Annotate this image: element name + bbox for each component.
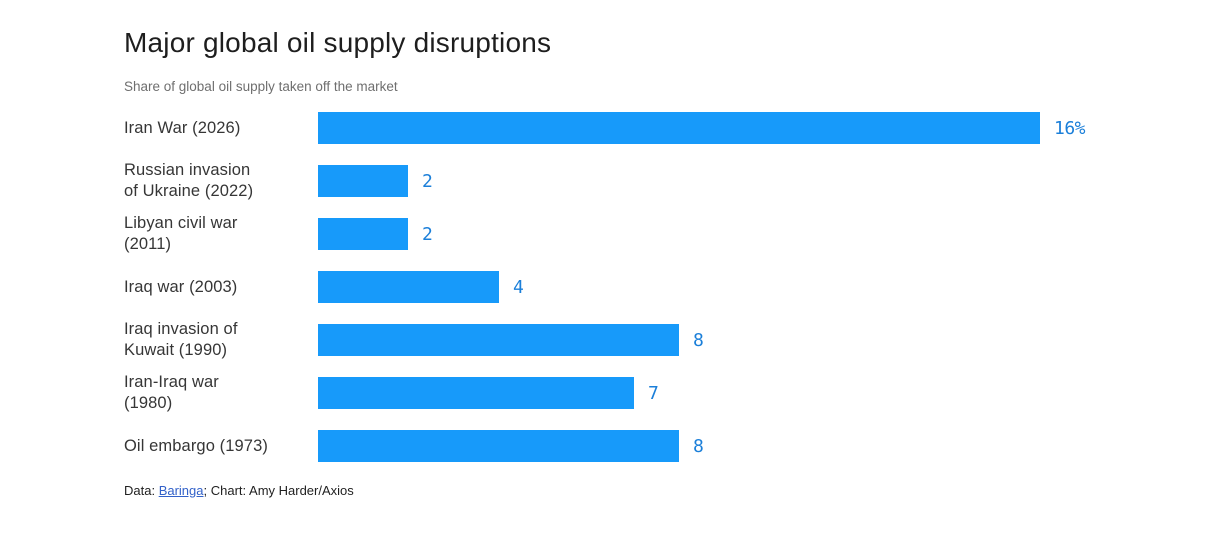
bar-row-label: Oil embargo (1973) — [124, 436, 268, 455]
bar-track: 4 — [318, 271, 524, 303]
source-link[interactable]: Baringa — [158, 483, 204, 498]
bar-row-label: Iran-Iraq war (1980) — [124, 373, 219, 412]
bar-track: 2 — [318, 218, 433, 250]
source-note: Data: Baringa; Chart: Amy Harder/Axios — [124, 483, 1144, 499]
bar-chart: Iran War (2026) 16% Russian invasion of … — [124, 112, 1144, 462]
bar-row-label: Russian invasion of Ukraine (2022) — [124, 161, 254, 200]
bar-row-label: Libyan civil war (2011) — [124, 214, 238, 253]
bar — [318, 324, 679, 356]
bar-value-label: 8 — [693, 329, 704, 351]
bar-row: Oil embargo (1973) 8 — [124, 430, 1144, 462]
bar-row: Russian invasion of Ukraine (2022) 2 — [124, 161, 1144, 200]
bar-value-label: 8 — [693, 435, 704, 457]
bar-value-label: 4 — [513, 276, 524, 298]
bar — [318, 271, 499, 303]
bar-value-label: 7 — [648, 382, 659, 404]
bar-row: Iran-Iraq war (1980) 7 — [124, 373, 1144, 412]
bar-row: Iraq invasion of Kuwait (1990) 8 — [124, 320, 1144, 359]
bar — [318, 165, 408, 197]
bar-value-label: 16% — [1054, 117, 1086, 139]
source-prefix: Data: — [124, 483, 159, 498]
bar-track: 7 — [318, 377, 659, 409]
bar-row: Iran War (2026) 16% — [124, 112, 1144, 144]
bar — [318, 218, 408, 250]
chart-subtitle: Share of global oil supply taken off the… — [124, 79, 398, 94]
bar — [318, 430, 679, 462]
chart-content: Major global oil supply disruptions Shar… — [124, 27, 1144, 499]
bar-value-label: 2 — [422, 223, 433, 245]
bar-track: 16% — [318, 112, 1086, 144]
bar-row-label: Iran War (2026) — [124, 118, 241, 137]
bar — [318, 112, 1040, 144]
chart-title: Major global oil supply disruptions — [124, 27, 552, 58]
bar-value-label: 2 — [422, 170, 433, 192]
source-suffix: ; Chart: Amy Harder/Axios — [203, 483, 354, 498]
bar-row: Iraq war (2003) 4 — [124, 271, 1144, 303]
bar-track: 8 — [318, 430, 704, 462]
bar-track: 8 — [318, 324, 704, 356]
bar-track: 2 — [318, 165, 433, 197]
bar-row-label: Iraq war (2003) — [124, 277, 238, 296]
bar — [318, 377, 634, 409]
bar-row-label: Iraq invasion of Kuwait (1990) — [124, 320, 238, 359]
bar-row: Libyan civil war (2011) 2 — [124, 214, 1144, 253]
